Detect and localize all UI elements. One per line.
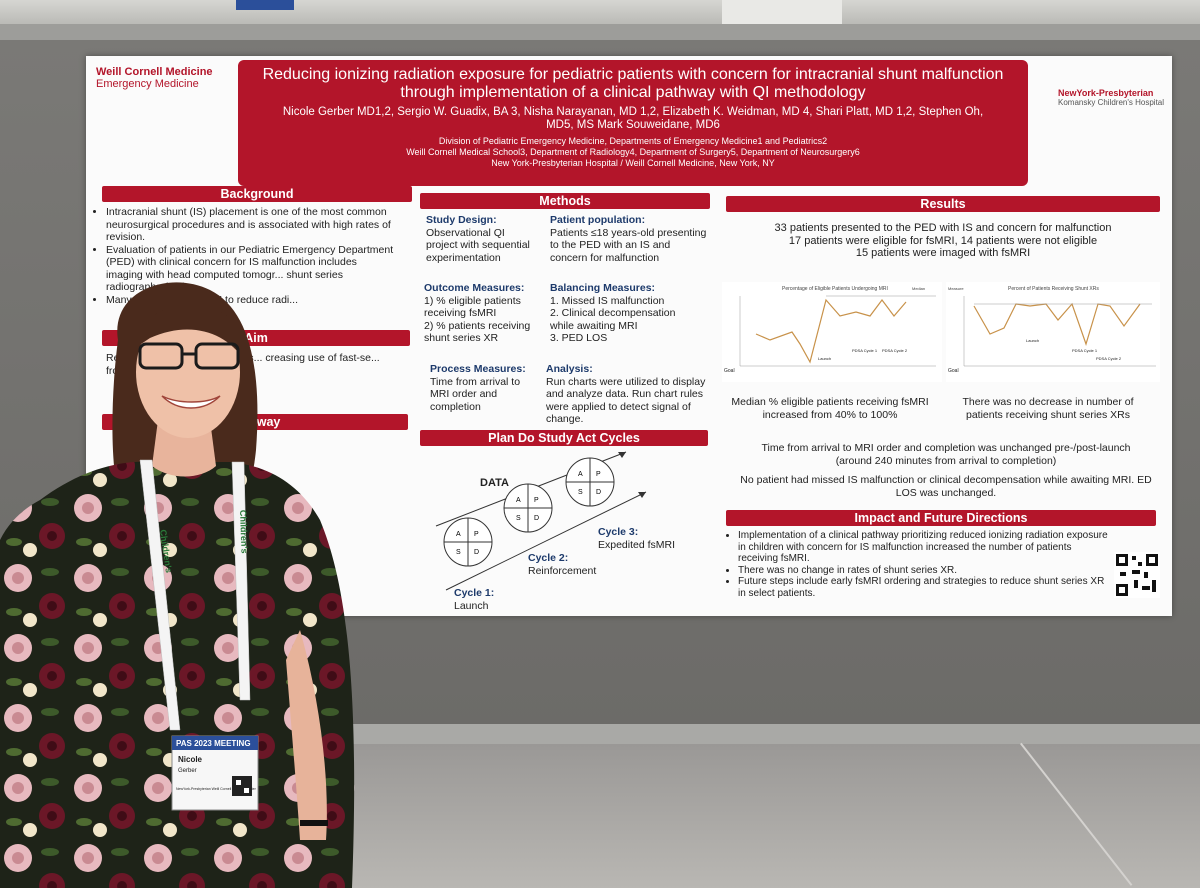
results-heading: Results — [726, 196, 1160, 212]
svg-text:Goal: Goal — [948, 368, 959, 374]
chart1-series — [755, 298, 907, 364]
chart2-title: Percent of Patients Receiving Shunt XRs — [1008, 286, 1099, 292]
cycle-1-label: Cycle 1: Launch — [454, 587, 495, 612]
background-heading: Background — [102, 186, 412, 202]
badge-org: NewYork-Presbyterian Weill Cornell Medic… — [176, 787, 257, 791]
cycle-2-label: Cycle 2: Reinforcement — [528, 552, 597, 577]
svg-text:S: S — [456, 549, 461, 556]
pdsa-heading: Plan Do Study Act Cycles — [420, 430, 708, 446]
arm — [286, 630, 327, 840]
chart2-legend: Measure — [948, 286, 964, 291]
chart-shunt-xr: Percent of Patients Receiving Shunt XRs … — [946, 282, 1160, 382]
data-label: DATA — [480, 477, 509, 489]
svg-text:A: A — [456, 531, 461, 538]
svg-text:P: P — [474, 531, 479, 538]
svg-text:Launch: Launch — [1026, 338, 1039, 343]
svg-text:S: S — [578, 489, 583, 496]
poster-authors: Nicole Gerber MD1,2, Sergio W. Guadix, B… — [282, 106, 984, 131]
impact-item: Future steps include early fsMRI orderin… — [738, 576, 1108, 599]
svg-text:S: S — [516, 515, 521, 522]
glasses-icon — [138, 342, 240, 370]
impact-item: There was no change in rates of shunt se… — [738, 565, 1108, 577]
analysis: Analysis: Run charts were utilized to di… — [546, 363, 706, 425]
svg-text:PDSA Cycle 1: PDSA Cycle 1 — [852, 348, 878, 353]
affiliation-2: Weill Cornell Medical School3, Departmen… — [406, 147, 860, 157]
balancing-measures: Balancing Measures: 1. Missed IS malfunc… — [550, 282, 676, 344]
study-design: Study Design: Observational QI project w… — [426, 214, 530, 264]
wristband — [300, 820, 328, 826]
ramp-arrow — [445, 491, 647, 591]
svg-text:Goal: Goal — [724, 368, 735, 374]
background-item: Intracranial shunt (IS) placement is one… — [106, 206, 396, 244]
cycle-3-label: Cycle 3: Expedited fsMRI — [598, 526, 676, 551]
chart2-series — [973, 302, 1141, 346]
chart-eligible-mri: Percentage of Eligible Patients Undergoi… — [722, 282, 942, 382]
pdsa-cycle-2: A P S D — [503, 483, 553, 533]
badge-first-name: Nicole — [178, 755, 203, 764]
chart1-title: Percentage of Eligible Patients Undergoi… — [782, 286, 888, 292]
ceiling-sign — [236, 0, 294, 10]
svg-text:D: D — [474, 549, 479, 556]
presenter-photo: Children's Children's PAS 2023 MEETING N… — [0, 282, 355, 888]
chart2-caption: There was no decrease in number of patie… — [962, 396, 1134, 421]
lanyard-text: Children's — [238, 510, 250, 554]
hair-front — [132, 304, 245, 360]
impact-heading: Impact and Future Directions — [726, 510, 1156, 526]
svg-text:A: A — [578, 471, 583, 478]
pdsa-cycle-3: A P S D — [565, 457, 615, 507]
badge-header — [172, 736, 258, 750]
pdsa-diagram: DATA A P S D A P S D A P S D — [435, 451, 647, 591]
svg-text:PDSA Cycle 2: PDSA Cycle 2 — [882, 348, 908, 353]
background-text: Intracranial shunt (IS) placement is one… — [96, 206, 396, 306]
face — [136, 306, 240, 438]
chart1-legend: Median — [912, 286, 925, 291]
lanyard-left — [139, 459, 181, 731]
poster-title: Reducing ionizing radiation exposure for… — [262, 66, 1004, 101]
data-arrow-head — [618, 452, 626, 458]
badge-last-name: Gerber — [178, 768, 197, 774]
svg-text:PDSA Cycle 1: PDSA Cycle 1 — [1072, 348, 1098, 353]
lanyard-right — [231, 461, 251, 701]
smile — [161, 395, 221, 409]
floral-dress — [0, 461, 355, 888]
outcome-measures: Outcome Measures: 1) % eligible patients… — [424, 282, 531, 344]
methods-heading: Methods — [420, 193, 710, 209]
affiliation-1: Division of Pediatric Emergency Medicine… — [438, 136, 828, 146]
nyp-logo: NewYork-Presbyterian Komansky Children's… — [1058, 88, 1165, 107]
poster-title-band: Reducing ionizing radiation exposure for… — [238, 60, 1028, 186]
ceiling — [0, 0, 1200, 26]
ceiling-post — [722, 0, 842, 24]
svg-text:P: P — [534, 497, 539, 504]
svg-text:D: D — [534, 515, 539, 522]
ramp-arrow-head — [638, 492, 646, 498]
chart1-caption: Median % eligible patients receiving fsM… — [731, 396, 929, 421]
safety-result: No patient had missed IS malfunction or … — [740, 474, 1152, 499]
affiliation-3: New York-Presbyterian Hospital / Weill C… — [491, 158, 775, 168]
svg-text:A: A — [516, 497, 521, 504]
pdsa-cycle-1: A P S D — [443, 517, 493, 567]
patient-population: Patient population: Patients ≤18 years-o… — [550, 214, 707, 264]
process-measures: Process Measures: Time from arrival to M… — [430, 363, 526, 413]
impact-item: Implementation of a clinical pathway pri… — [738, 530, 1108, 565]
background-item: Evaluation of patients in our Pediatric … — [106, 244, 396, 294]
svg-text:D: D — [596, 489, 601, 496]
badge-meeting: PAS 2023 MEETING — [176, 739, 251, 748]
svg-text:Launch: Launch — [818, 356, 831, 361]
time-result: Time from arrival to MRI order and compl… — [761, 442, 1131, 467]
qr-code-icon — [1114, 552, 1160, 598]
weill-cornell-logo: Weill Cornell Medicine Emergency Medicin… — [96, 66, 213, 90]
research-poster: Weill Cornell Medicine Emergency Medicin… — [86, 56, 1172, 616]
svg-text:P: P — [596, 471, 601, 478]
svg-text:PDSA Cycle 2: PDSA Cycle 2 — [1096, 356, 1122, 361]
impact-text: Implementation of a clinical pathway pri… — [728, 530, 1108, 599]
results-summary: 33 patients presented to the PED with IS… — [774, 222, 1112, 259]
